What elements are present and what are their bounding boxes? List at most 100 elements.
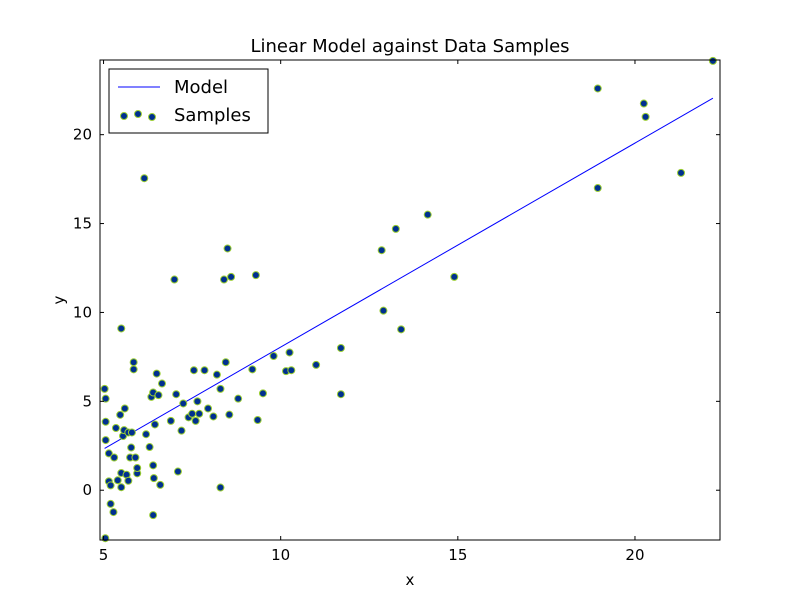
sample-point [708, 56, 717, 65]
sample-point [269, 352, 278, 360]
plot-frame [100, 60, 720, 540]
sample-point [149, 461, 158, 470]
sample-point [140, 174, 149, 183]
sample-point [127, 428, 136, 437]
y-tick-label: 0 [82, 481, 92, 499]
sample-point [101, 534, 110, 543]
sample-point [195, 409, 204, 418]
sample-point [251, 271, 260, 280]
x-tick-label: 20 [625, 546, 644, 564]
sample-point [209, 412, 218, 421]
sample-point [641, 112, 650, 121]
sample-point [593, 184, 602, 192]
legend: Model Samples [108, 68, 269, 134]
sample-point [116, 410, 125, 419]
sample-point [258, 389, 267, 398]
sample-point [379, 306, 388, 315]
chart-title: Linear Model against Data Samples [250, 36, 569, 57]
x-axis-ticks: 5 10 15 20 [99, 60, 645, 564]
sample-point [423, 210, 432, 219]
legend-box [108, 68, 269, 134]
x-axis-label: x [406, 571, 415, 589]
sample-point [100, 384, 109, 393]
sample-point [152, 369, 161, 378]
x-tick-label: 10 [271, 546, 290, 564]
sample-point [129, 358, 138, 367]
sample-point [150, 420, 159, 429]
sample-point [221, 358, 230, 367]
sample-point [101, 417, 110, 426]
model-line [104, 97, 714, 449]
sample-point [677, 168, 686, 177]
sample-point [223, 244, 232, 253]
sample-point [149, 511, 158, 520]
sample-point [172, 390, 181, 399]
sample-point [145, 443, 154, 452]
sample-point [234, 394, 243, 403]
sample-point [336, 344, 345, 352]
sample-point [154, 391, 163, 400]
sample-point [158, 379, 166, 388]
sample-point [191, 416, 200, 425]
sample-point [593, 84, 602, 93]
sample-point [142, 430, 151, 439]
legend-samples-swatch [120, 110, 156, 121]
sample-point [188, 409, 197, 418]
sample-point [177, 426, 186, 435]
sample-point [124, 476, 133, 485]
y-tick-label: 5 [82, 392, 92, 410]
y-axis-ticks: 0 5 10 15 20 [73, 126, 720, 499]
plot-area [99, 56, 721, 543]
sample-point [220, 275, 228, 284]
y-tick-label: 20 [73, 126, 92, 144]
sample-point [248, 365, 257, 374]
legend-samples-label: Samples [174, 105, 251, 126]
sample-point [216, 483, 225, 492]
plot-border [99, 59, 721, 541]
sample-point [106, 481, 115, 490]
sample-point [216, 384, 225, 393]
sample-point [156, 480, 165, 489]
sample-point [450, 272, 459, 281]
model-layer [104, 97, 714, 449]
sample-point [287, 366, 296, 375]
sample-point [391, 224, 400, 233]
sample-point [170, 275, 179, 284]
sample-point [227, 272, 236, 281]
sample-point [204, 404, 213, 413]
y-tick-label: 15 [73, 215, 92, 233]
sample-point [149, 474, 158, 483]
sample-point [110, 453, 119, 462]
sample-point [109, 508, 118, 517]
sample-point [166, 416, 175, 425]
sample-point [117, 324, 126, 333]
y-tick-label: 10 [73, 303, 92, 321]
x-tick-label: 15 [448, 546, 467, 564]
sample-point [120, 404, 129, 413]
x-tick-label: 5 [99, 546, 109, 564]
sample-point [253, 416, 262, 424]
y-axis-label: y [50, 295, 68, 304]
sample-point [101, 394, 110, 403]
sample-point [312, 360, 321, 369]
sample-point [117, 483, 126, 492]
sample-point [131, 453, 140, 462]
sample-point [225, 410, 234, 419]
sample-point [377, 246, 386, 255]
samples-layer [100, 56, 717, 543]
sample-point [111, 424, 120, 432]
sample-point [179, 399, 188, 408]
sample-point [193, 397, 202, 406]
sample-point [336, 390, 345, 399]
sample-point [101, 436, 110, 445]
sample-point [285, 348, 294, 357]
sample-point [133, 464, 142, 472]
sample-point [129, 365, 138, 374]
sample-point [639, 99, 648, 108]
sample-point [189, 366, 198, 375]
legend-model-label: Model [174, 77, 228, 98]
sample-point [113, 476, 122, 485]
sample-point [200, 366, 209, 375]
sample-point [106, 499, 115, 508]
